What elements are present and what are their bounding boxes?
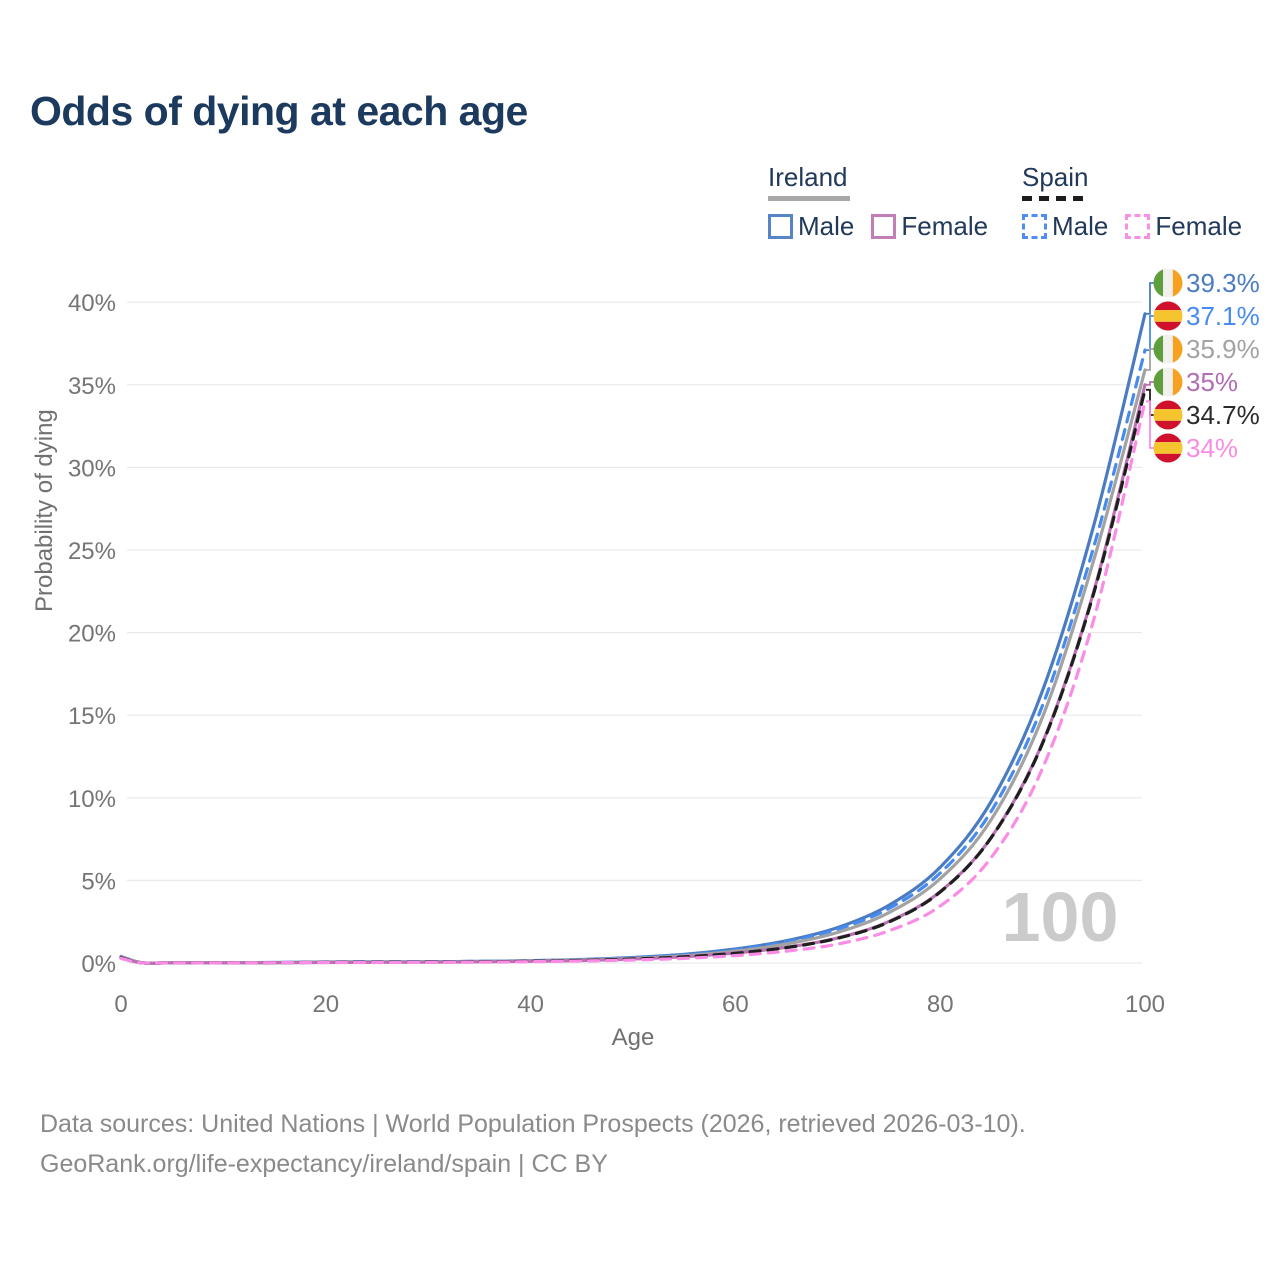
x-axis-title: Age xyxy=(611,1024,655,1051)
line-ireland-female xyxy=(119,383,1147,965)
spain-male-swatch-icon xyxy=(1022,214,1047,239)
x-tick-label: 20 xyxy=(312,991,339,1018)
leader-line xyxy=(1146,282,1154,315)
x-tick-label: 0 xyxy=(114,991,127,1018)
x-tick-label: 60 xyxy=(722,991,749,1018)
y-tick-label: 35% xyxy=(68,373,116,400)
legend-item-spain-male: Male xyxy=(1022,211,1108,242)
y-axis-title: Probability of dying xyxy=(31,409,58,612)
x-tick-label: 40 xyxy=(517,991,544,1018)
legend-group-spain: Spain Male Female xyxy=(1022,162,1242,242)
line-spain-male xyxy=(119,348,1147,965)
ireland-flag-icon xyxy=(1153,268,1183,298)
spain-flag-icon xyxy=(1153,400,1183,430)
leader-line xyxy=(1146,400,1154,449)
page-title: Odds of dying at each age xyxy=(30,88,528,134)
end-label-ireland-both-sexes: 35.9% xyxy=(1186,334,1260,364)
legend-ireland-female-label: Female xyxy=(901,211,989,241)
legend-spain-male-label: Male xyxy=(1052,211,1109,241)
line-spain-both-sexes xyxy=(119,388,1147,965)
legend-ireland-label: Ireland xyxy=(768,162,848,192)
legend-group-ireland: Ireland Male Female xyxy=(768,162,988,242)
line-spain-female xyxy=(119,399,1147,965)
footer-attribution: GeoRank.org/life-expectancy/ireland/spai… xyxy=(40,1150,608,1178)
legend-spain-label: Spain xyxy=(1022,162,1089,192)
y-tick-label: 10% xyxy=(68,786,116,813)
y-tick-label: 25% xyxy=(68,538,116,565)
spain-female-swatch-icon xyxy=(1125,214,1151,239)
end-label-spain-female: 34% xyxy=(1186,433,1238,463)
leader-line xyxy=(1146,315,1154,351)
end-label-ireland-female: 35% xyxy=(1186,367,1238,397)
ireland-male-swatch-icon xyxy=(768,214,793,239)
legend-item-ireland-male: Male xyxy=(768,211,854,242)
leader-line xyxy=(1146,381,1154,386)
legend-spain-female-label: Female xyxy=(1155,211,1243,241)
footer-sources: Data sources: United Nations | World Pop… xyxy=(40,1110,1026,1138)
legend-item-spain-female: Female xyxy=(1125,211,1242,242)
legend-ireland-male-label: Male xyxy=(798,211,855,241)
spain-flag-icon xyxy=(1153,433,1183,463)
line-ireland-both-sexes xyxy=(119,368,1147,965)
legend-item-ireland-female: Female xyxy=(871,211,988,242)
ireland-underline xyxy=(768,196,850,201)
y-tick-label: 15% xyxy=(68,703,116,730)
leader-line xyxy=(1146,348,1154,371)
spain-underline xyxy=(1022,196,1084,201)
spain-flag-icon xyxy=(1153,301,1183,331)
age-watermark: 100 xyxy=(1002,878,1119,956)
y-tick-label: 40% xyxy=(68,290,116,317)
end-label-ireland-male: 39.3% xyxy=(1186,268,1260,298)
line-ireland-male xyxy=(119,312,1147,965)
end-label-spain-male: 37.1% xyxy=(1186,301,1260,331)
ireland-flag-icon xyxy=(1153,334,1183,364)
x-tick-label: 100 xyxy=(1125,991,1165,1018)
ireland-flag-icon xyxy=(1153,367,1183,397)
y-tick-label: 30% xyxy=(68,455,116,482)
x-tick-label: 80 xyxy=(927,991,954,1018)
y-tick-label: 5% xyxy=(81,868,116,895)
y-tick-label: 20% xyxy=(68,621,116,648)
end-label-spain-both-sexes: 34.7% xyxy=(1186,400,1260,430)
ireland-female-swatch-icon xyxy=(871,214,897,239)
y-tick-label: 0% xyxy=(81,951,116,978)
